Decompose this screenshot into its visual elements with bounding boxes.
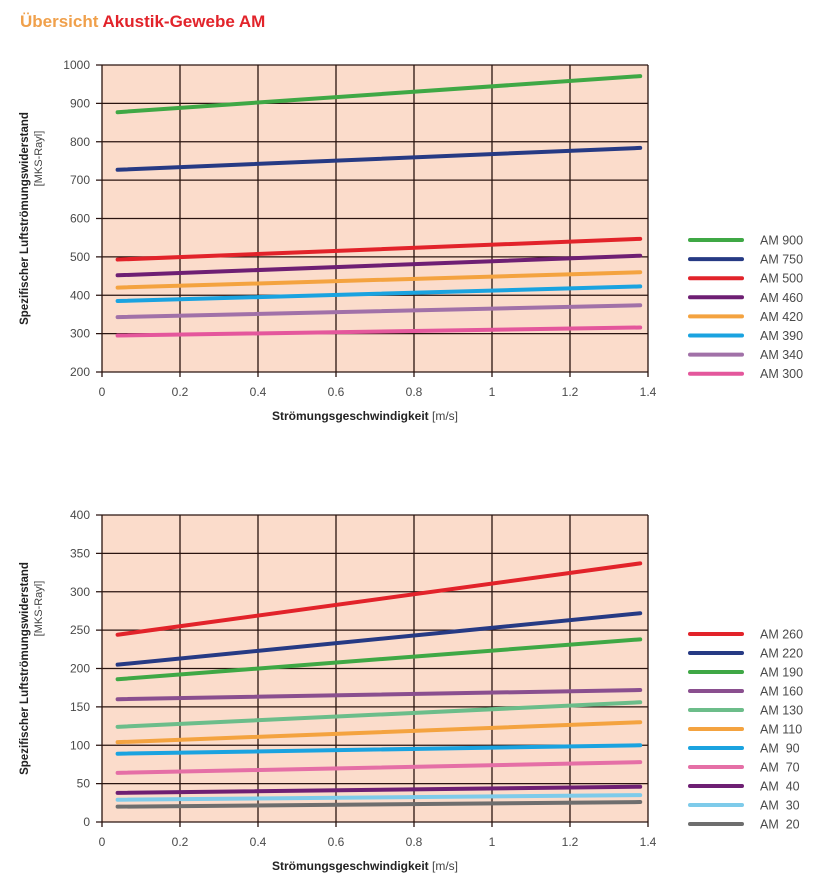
title-part-product: Akustik-Gewebe AM	[102, 12, 266, 31]
legend-label: AM 160	[760, 685, 803, 699]
y-axis-label: Spezifischer Luftströmungswiderstand	[19, 112, 31, 325]
series-line-am-750	[115, 145, 643, 172]
legend-label: AM 300	[760, 367, 803, 381]
y-tick-label: 0	[83, 815, 90, 829]
x-tick-label: 0.2	[172, 835, 189, 849]
x-axis-label: Strömungsgeschwindigkeit [m/s]	[272, 409, 458, 423]
series-line-am-30	[115, 793, 643, 802]
series-line-am-900	[115, 74, 643, 115]
y-tick-label: 300	[70, 327, 90, 341]
legend-label: AM 750	[760, 253, 803, 267]
series-line-am-90	[115, 743, 643, 756]
x-tick-label: 1.4	[640, 835, 657, 849]
x-tick-label: 0	[99, 385, 106, 399]
legend-label: AM 220	[760, 647, 803, 661]
y-tick-label: 200	[70, 365, 90, 379]
x-tick-label: 1.2	[562, 835, 579, 849]
series-line-am-340	[115, 303, 643, 320]
legend-label: AM 340	[760, 348, 803, 362]
y-tick-label: 350	[70, 546, 90, 560]
series-line-am-20	[115, 800, 643, 809]
series-line-am-300	[115, 325, 643, 338]
x-tick-label: 0.8	[406, 835, 423, 849]
y-tick-label: 700	[70, 173, 90, 187]
legend-label: AM 500	[760, 272, 803, 286]
legend-label: AM 20	[760, 818, 800, 832]
x-tick-label: 0.6	[328, 835, 345, 849]
x-tick-label: 0.4	[250, 835, 267, 849]
x-tick-label: 1.2	[562, 385, 579, 399]
chart-2: 0 0.2 0.4 0.6 0.8 1 1.2 1.4 0 50 100 150 200 250 300 35…	[19, 508, 803, 873]
legend-label: AM 190	[760, 666, 803, 680]
series-line-am-420	[115, 270, 643, 290]
series-line-am-260	[115, 561, 643, 637]
y-axis-unit: [MKS-Rayl]	[33, 131, 45, 187]
y-tick-label: 1000	[63, 58, 90, 72]
legend-label: AM 390	[760, 329, 803, 343]
series-line-am-40	[115, 784, 643, 795]
y-tick-label: 100	[70, 738, 90, 752]
x-tick-label: 0	[99, 835, 106, 849]
page-title: Übersicht Akustik-Gewebe AM	[20, 12, 265, 32]
y-tick-label: 600	[70, 212, 90, 226]
legend-label: AM 460	[760, 291, 803, 305]
x-tick-label: 1	[489, 835, 496, 849]
legend-label: AM 130	[760, 704, 803, 718]
x-tick-label: 0.2	[172, 385, 189, 399]
x-tick-label: 0.8	[406, 385, 423, 399]
series-line-am-220	[115, 611, 643, 667]
series-line-am-390	[115, 284, 643, 304]
y-tick-label: 200	[70, 662, 90, 676]
legend-label: AM 260	[760, 628, 803, 642]
series-line-am-500	[115, 236, 643, 262]
series-line-am-190	[115, 637, 643, 682]
series-line-am-70	[115, 760, 643, 775]
legend-label: AM 900	[760, 234, 803, 248]
y-tick-label: 800	[70, 135, 90, 149]
series-line-am-160	[115, 687, 643, 702]
y-axis-label: Spezifischer Luftströmungswiderstand	[19, 562, 31, 775]
title-part-overview: Übersicht	[20, 12, 99, 31]
legend-label: AM 420	[760, 310, 803, 324]
y-tick-label: 400	[70, 508, 90, 522]
y-tick-label: 150	[70, 700, 90, 714]
legend-label: AM 30	[760, 799, 800, 813]
y-axis-unit: [MKS-Rayl]	[33, 581, 45, 637]
x-tick-label: 1.4	[640, 385, 657, 399]
chart-1: 0 0.2 0.4 0.6 0.8 1 1.2 1.4 200 300 400 500 600 700 80…	[19, 58, 803, 423]
y-tick-label: 400	[70, 288, 90, 302]
x-tick-label: 0.4	[250, 385, 267, 399]
x-axis-label: Strömungsgeschwindigkeit [m/s]	[272, 859, 458, 873]
y-tick-label: 300	[70, 585, 90, 599]
legend-label: AM 70	[760, 761, 800, 775]
y-tick-label: 500	[70, 250, 90, 264]
x-tick-label: 0.6	[328, 385, 345, 399]
y-tick-label: 900	[70, 96, 90, 110]
series-line-am-460	[115, 253, 643, 278]
x-tick-label: 1	[489, 385, 496, 399]
y-tick-label: 50	[77, 777, 91, 791]
series-line-am-110	[115, 720, 643, 745]
legend-label: AM 110	[760, 723, 802, 737]
legend-label: AM 90	[760, 742, 800, 756]
series-line-am-130	[115, 700, 643, 729]
legend-label: AM 40	[760, 780, 800, 794]
y-tick-label: 250	[70, 623, 90, 637]
